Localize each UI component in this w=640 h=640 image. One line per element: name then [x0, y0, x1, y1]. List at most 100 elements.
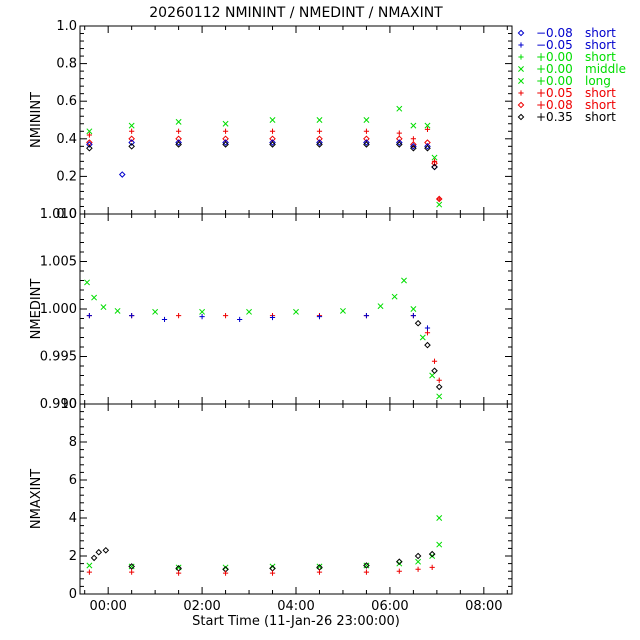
data-point	[395, 558, 403, 566]
legend-offset: +0.00	[536, 74, 573, 88]
data-point	[410, 313, 416, 319]
data-point	[436, 541, 443, 548]
data-point	[424, 144, 431, 152]
data-point	[415, 566, 421, 572]
data-point	[86, 128, 93, 135]
data-point	[128, 139, 135, 146]
y-tick-label: 1.005	[40, 255, 77, 270]
y-tick-label: 0.995	[40, 350, 77, 365]
legend-marker	[518, 90, 524, 96]
data-point	[410, 306, 417, 312]
data-point	[431, 159, 438, 167]
legend-entry: +0.00 short	[518, 50, 616, 64]
data-point	[237, 316, 243, 323]
series--0-05-short	[86, 313, 442, 383]
x-tick-label: 04:00	[277, 599, 314, 614]
data-point	[176, 570, 182, 576]
data-point	[391, 293, 398, 300]
legend-marker	[518, 66, 524, 72]
data-point	[395, 139, 403, 146]
data-point	[95, 548, 103, 556]
plot-frame	[79, 403, 513, 595]
legend-entry: +0.05 short	[518, 86, 616, 100]
data-point	[414, 319, 422, 327]
data-point	[340, 307, 346, 314]
legend-offset: +0.35	[536, 110, 573, 124]
data-point	[316, 139, 323, 146]
y-tick-label: 0.8	[56, 57, 77, 72]
legend-offset: +0.00	[536, 50, 573, 64]
panel-nminint: 0.0 0.2 0.4 0.6 0.8 1.0 NMININT	[29, 19, 513, 222]
legend-offset: +0.00	[536, 62, 573, 76]
plot-frame	[79, 213, 513, 405]
data-point	[222, 139, 229, 146]
data-point	[86, 562, 93, 569]
legend-marker	[517, 113, 525, 121]
data-point	[419, 334, 426, 341]
data-point	[401, 277, 407, 284]
legend-entry: +0.00 long	[518, 74, 611, 88]
legend-offset: +0.05	[536, 86, 573, 100]
data-point	[114, 307, 121, 314]
data-point	[363, 117, 370, 123]
data-point	[128, 563, 135, 570]
data-point	[396, 568, 402, 574]
data-point	[410, 136, 416, 142]
data-point	[436, 196, 442, 202]
legend-marker	[517, 101, 525, 109]
legend-marker	[517, 29, 525, 37]
legend-marker	[518, 42, 524, 48]
data-point	[84, 279, 90, 286]
data-point	[222, 313, 229, 319]
x-tick-label: 06:00	[371, 599, 408, 614]
data-point	[396, 105, 403, 112]
y-tick-label: 0.4	[56, 132, 77, 147]
data-point	[410, 141, 417, 148]
data-point	[269, 128, 276, 134]
legend-label: short	[585, 98, 616, 112]
data-point	[316, 569, 323, 575]
data-point	[363, 128, 370, 134]
y-tick-label: 0.2	[56, 169, 77, 184]
data-point	[431, 358, 438, 364]
data-point	[199, 314, 205, 320]
x-axis-label: Start Time (11-Jan-26 23:00:00)	[192, 614, 400, 629]
data-point	[86, 139, 93, 146]
data-point	[428, 550, 436, 558]
data-point	[363, 562, 370, 569]
data-point	[91, 294, 98, 301]
data-point	[435, 383, 443, 391]
y-axis-label: NMAXINT	[29, 469, 44, 529]
data-point	[436, 377, 442, 383]
chart-title: 20260112 NMININT / NMEDINT / NMAXINT	[149, 5, 443, 21]
legend: −0.08 short −0.05 short +0.00 short +0.00 middl…	[517, 26, 626, 124]
data-point	[128, 143, 135, 150]
y-tick-label: 1.010	[40, 207, 77, 222]
data-point	[176, 313, 182, 319]
series--0-05-short	[86, 126, 442, 202]
data-point	[429, 564, 435, 570]
series--0-35-short	[90, 546, 436, 573]
legend-marker	[518, 78, 524, 84]
data-point	[161, 316, 168, 323]
data-point	[431, 154, 438, 161]
data-point	[363, 562, 370, 569]
data-point	[410, 144, 417, 152]
x-tick-label: 00:00	[89, 599, 126, 614]
x-tick-label: 02:00	[183, 599, 220, 614]
data-point	[363, 569, 370, 575]
data-point	[363, 313, 370, 319]
data-point	[269, 314, 276, 321]
data-point	[222, 141, 229, 148]
y-tick-label: 6	[69, 473, 77, 488]
data-point	[316, 117, 323, 123]
legend-entry: −0.05 short	[518, 38, 616, 52]
data-point	[410, 143, 417, 150]
y-tick-label: 1.000	[40, 302, 77, 317]
legend-label: short	[585, 110, 616, 124]
data-point	[424, 143, 431, 150]
legend-label: short	[585, 26, 616, 40]
series--0-08-short	[86, 135, 443, 203]
data-point	[175, 139, 182, 146]
